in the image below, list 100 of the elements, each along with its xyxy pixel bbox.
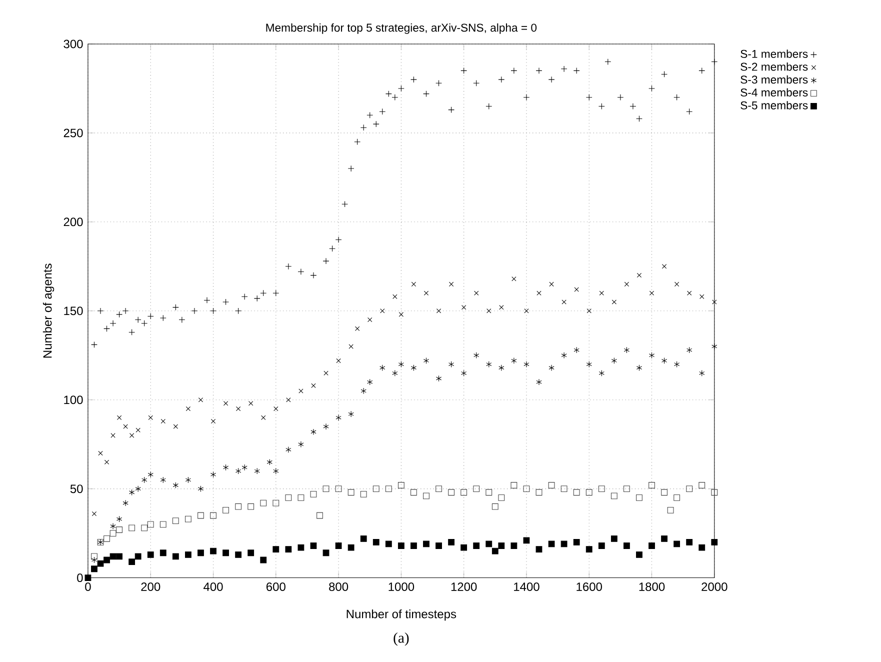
- point: [461, 370, 467, 376]
- point: [116, 553, 122, 560]
- point: [116, 516, 122, 522]
- point: [372, 486, 380, 492]
- point: [186, 406, 191, 412]
- point: [636, 273, 642, 278]
- point: [411, 282, 416, 287]
- point: [712, 300, 717, 304]
- point: [235, 504, 242, 510]
- point: [661, 358, 668, 364]
- point: [410, 489, 417, 496]
- y-tick-label: 300: [64, 40, 83, 48]
- point: [272, 546, 280, 553]
- point: [136, 428, 140, 433]
- point: [398, 482, 404, 489]
- point: [661, 489, 668, 496]
- point: [674, 361, 680, 368]
- point: [147, 552, 154, 558]
- point: [461, 305, 466, 310]
- point: [286, 446, 292, 453]
- point: [198, 486, 204, 492]
- point: [210, 548, 216, 554]
- point: [110, 523, 116, 530]
- point: [536, 378, 542, 386]
- point: [448, 282, 454, 287]
- point: [310, 428, 316, 436]
- y-tick-label: 50: [70, 484, 83, 494]
- point: [104, 556, 110, 564]
- point: [348, 489, 354, 496]
- point: [586, 361, 592, 368]
- point: [574, 287, 579, 292]
- y-axis-title: Number of agents: [42, 264, 54, 358]
- x-tick-label: 200: [141, 582, 160, 592]
- point: [348, 411, 354, 418]
- point: [492, 548, 498, 554]
- point: [586, 308, 592, 314]
- point: [698, 482, 706, 489]
- point: [700, 294, 704, 300]
- point: [674, 540, 680, 548]
- point: [286, 398, 291, 402]
- point: [285, 494, 292, 502]
- point: [160, 418, 166, 424]
- point: [210, 472, 216, 478]
- point: [160, 550, 166, 556]
- point: [560, 486, 568, 492]
- point: [324, 370, 328, 376]
- point: [172, 518, 179, 524]
- point: [123, 424, 128, 430]
- point: [128, 558, 136, 566]
- point: [510, 542, 518, 550]
- point: [97, 560, 104, 567]
- point: [198, 398, 204, 402]
- point: [460, 489, 468, 496]
- point: [473, 542, 480, 550]
- point: [410, 542, 417, 550]
- point: [486, 540, 492, 548]
- point: [323, 423, 329, 430]
- point: [674, 282, 680, 287]
- point: [624, 346, 630, 354]
- point: [474, 352, 480, 359]
- point: [141, 524, 148, 532]
- point: [586, 546, 592, 553]
- point: [560, 540, 568, 548]
- point: [367, 378, 373, 386]
- point: [511, 358, 517, 364]
- x-tick-label: 1000: [388, 582, 414, 592]
- point: [398, 542, 404, 550]
- point: [110, 553, 116, 560]
- point: [474, 290, 479, 296]
- point: [623, 486, 630, 492]
- point: [548, 364, 554, 372]
- point: [423, 358, 430, 364]
- point: [335, 542, 342, 550]
- x-tick-label: 800: [329, 582, 348, 592]
- point: [360, 536, 367, 542]
- point: [129, 433, 134, 438]
- point: [298, 544, 304, 551]
- x-tick-label: 1200: [451, 582, 477, 592]
- point: [298, 494, 304, 502]
- legend-label: S-5 members: [740, 101, 808, 110]
- point: [260, 500, 267, 506]
- point: [316, 512, 323, 519]
- point: [410, 364, 417, 372]
- point: [667, 507, 674, 514]
- point: [686, 486, 693, 492]
- point: [348, 544, 354, 551]
- point: [674, 494, 680, 502]
- point: [599, 290, 604, 296]
- point: [448, 489, 454, 496]
- point: [448, 361, 454, 368]
- point: [562, 300, 566, 304]
- point: [274, 406, 278, 412]
- point: [322, 550, 330, 556]
- point: [573, 489, 580, 496]
- point: [649, 290, 654, 296]
- y-tick-label: 0: [77, 574, 83, 582]
- point: [160, 476, 166, 484]
- point: [261, 415, 266, 420]
- point: [360, 491, 367, 498]
- point: [380, 364, 386, 372]
